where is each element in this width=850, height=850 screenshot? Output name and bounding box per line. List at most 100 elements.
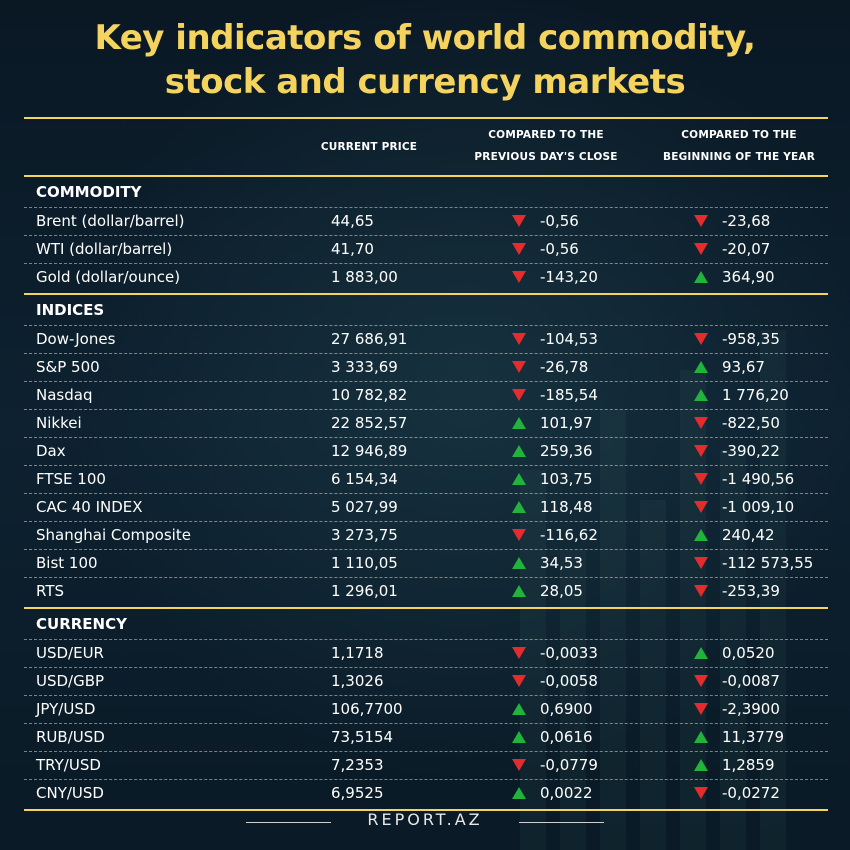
row-current-price: 1,1718 (331, 644, 384, 662)
row-year-start-change: -958,35 (722, 330, 780, 348)
row-name: S&P 500 (36, 358, 100, 376)
triangle-down-icon (512, 333, 526, 345)
row-year-start-change: -0,0272 (722, 784, 780, 802)
triangle-up-icon (512, 445, 526, 457)
row-year-start-change: -0,0087 (722, 672, 780, 690)
row-prev-close-change: 0,0022 (540, 784, 593, 802)
triangle-up-icon (512, 585, 526, 597)
header-prev-close: COMPARED TO THE PREVIOUS DAY'S CLOSE (460, 124, 632, 168)
triangle-down-icon (512, 675, 526, 687)
table-row: FTSE 100 6 154,34 103,75 -1 490,56 (24, 465, 828, 493)
row-name: Shanghai Composite (36, 526, 191, 544)
row-prev-close-change: -26,78 (540, 358, 589, 376)
table-row: USD/GBP 1,3026 -0,0058 -0,0087 (24, 667, 828, 695)
footer-rule-left (246, 822, 331, 823)
row-year-start-change: -822,50 (722, 414, 780, 432)
triangle-down-icon (512, 243, 526, 255)
table-row: Dow-Jones 27 686,91 -104,53 -958,35 (24, 325, 828, 353)
row-name: RTS (36, 582, 65, 600)
row-year-start-change: 1,2859 (722, 756, 775, 774)
row-name: Nasdaq (36, 386, 93, 404)
table-row: CNY/USD 6,9525 0,0022 -0,0272 (24, 779, 828, 807)
header-prev-close-line-1: COMPARED TO THE (488, 129, 604, 141)
table-row: JPY/USD 106,7700 0,6900 -2,3900 (24, 695, 828, 723)
row-current-price: 27 686,91 (331, 330, 408, 348)
row-prev-close-change: -0,56 (540, 240, 579, 258)
row-prev-close-change: -0,0058 (540, 672, 598, 690)
table-row: WTI (dollar/barrel) 41,70 -0,56 -20,07 (24, 235, 828, 263)
triangle-down-icon (694, 787, 708, 799)
triangle-down-icon (512, 647, 526, 659)
row-current-price: 7,2353 (331, 756, 384, 774)
triangle-up-icon (512, 473, 526, 485)
triangle-down-icon (512, 389, 526, 401)
row-current-price: 1 110,05 (331, 554, 398, 572)
row-year-start-change: -1 490,56 (722, 470, 795, 488)
row-current-price: 1,3026 (331, 672, 384, 690)
row-prev-close-change: 259,36 (540, 442, 593, 460)
triangle-down-icon (694, 215, 708, 227)
row-year-start-change: -20,07 (722, 240, 771, 258)
row-name: CNY/USD (36, 784, 104, 802)
header-prev-close-line-2: PREVIOUS DAY'S CLOSE (474, 151, 618, 163)
table-row: USD/EUR 1,1718 -0,0033 0,0520 (24, 639, 828, 667)
row-prev-close-change: 28,05 (540, 582, 583, 600)
row-name: JPY/USD (36, 700, 96, 718)
section-currency: CURRENCY USD/EUR 1,1718 -0,0033 0,0520 USD/GB… (24, 609, 828, 811)
table-row: Shanghai Composite 3 273,75 -116,62 240,42 (24, 521, 828, 549)
row-name: USD/GBP (36, 672, 105, 690)
table-body: COMMODITY Brent (dollar/barrel) 44,65 -0,56… (24, 177, 828, 811)
row-prev-close-change: -0,0779 (540, 756, 598, 774)
triangle-down-icon (694, 333, 708, 345)
row-year-start-change: -390,22 (722, 442, 780, 460)
section-title: CURRENCY (36, 615, 127, 633)
table-header: CURRENT PRICE COMPARED TO THE PREVIOUS D… (24, 119, 828, 177)
triangle-up-icon (512, 417, 526, 429)
row-current-price: 3 333,69 (331, 358, 398, 376)
row-year-start-change: -112 573,55 (722, 554, 814, 572)
row-name: RUB/USD (36, 728, 105, 746)
row-current-price: 41,70 (331, 240, 374, 258)
table-row: Dax 12 946,89 259,36 -390,22 (24, 437, 828, 465)
table-row: RTS 1 296,01 28,05 -253,39 (24, 577, 828, 605)
triangle-up-icon (694, 389, 708, 401)
row-current-price: 1 296,01 (331, 582, 398, 600)
triangle-down-icon (512, 271, 526, 283)
row-name: Dow-Jones (36, 330, 116, 348)
triangle-down-icon (512, 215, 526, 227)
triangle-down-icon (694, 501, 708, 513)
triangle-down-icon (512, 529, 526, 541)
row-current-price: 106,7700 (331, 700, 403, 718)
row-name: WTI (dollar/barrel) (36, 240, 173, 258)
row-prev-close-change: 0,6900 (540, 700, 593, 718)
header-year-start-line-2: BEGINNING OF THE YEAR (663, 151, 815, 163)
row-current-price: 22 852,57 (331, 414, 408, 432)
row-prev-close-change: -185,54 (540, 386, 598, 404)
section-commodity: COMMODITY Brent (dollar/barrel) 44,65 -0,56… (24, 177, 828, 295)
row-year-start-change: 1 776,20 (722, 386, 789, 404)
row-current-price: 5 027,99 (331, 498, 398, 516)
page-title: Key indicators of world commodity, stock… (0, 16, 850, 104)
table-top-rule (24, 117, 828, 119)
row-prev-close-change: -104,53 (540, 330, 598, 348)
row-prev-close-change: 118,48 (540, 498, 593, 516)
row-prev-close-change: -0,56 (540, 212, 579, 230)
triangle-up-icon (694, 731, 708, 743)
footer-brand: REPORT.AZ (367, 810, 483, 829)
row-current-price: 1 883,00 (331, 268, 398, 286)
row-name: Nikkei (36, 414, 82, 432)
row-name: Bist 100 (36, 554, 98, 572)
triangle-up-icon (512, 731, 526, 743)
row-current-price: 10 782,82 (331, 386, 408, 404)
table-row: Nikkei 22 852,57 101,97 -822,50 (24, 409, 828, 437)
row-year-start-change: -1 009,10 (722, 498, 795, 516)
row-year-start-change: 364,90 (722, 268, 775, 286)
row-name: TRY/USD (36, 756, 101, 774)
triangle-down-icon (694, 675, 708, 687)
row-name: Gold (dollar/ounce) (36, 268, 181, 286)
triangle-down-icon (694, 585, 708, 597)
triangle-up-icon (694, 759, 708, 771)
row-name: USD/EUR (36, 644, 104, 662)
row-prev-close-change: -116,62 (540, 526, 598, 544)
